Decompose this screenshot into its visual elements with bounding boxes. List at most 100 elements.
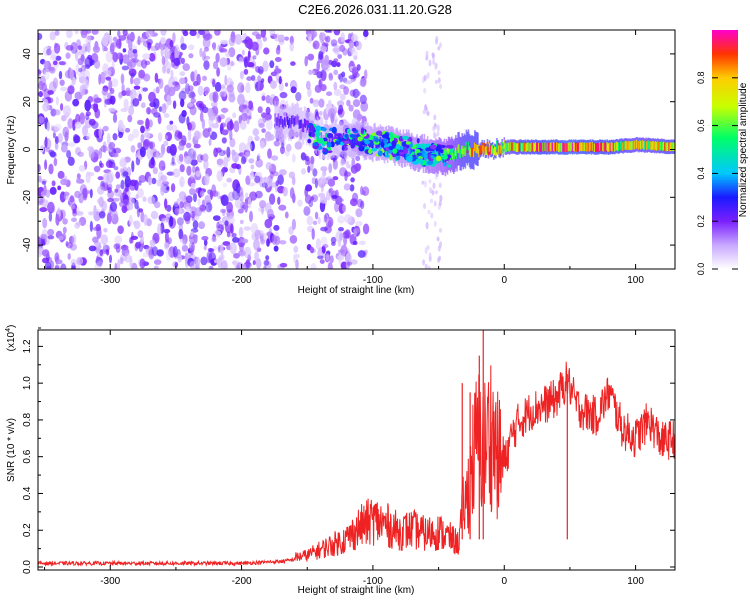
spectrogram-speckle [44, 261, 52, 269]
spectrogram-ridge [354, 137, 357, 147]
spectrogram-speckle [184, 252, 188, 264]
spectrogram-ridge [299, 119, 302, 129]
spectrogram-speckle [166, 68, 171, 74]
snr-plot-area [38, 330, 675, 568]
spectrogram-ridge [667, 142, 670, 151]
spectrogram-speckle [240, 84, 245, 93]
spectrogram-speckle [166, 94, 171, 103]
spectrogram-speckle [437, 46, 441, 51]
spectrogram-speckle [332, 158, 338, 170]
spectrogram-ridge-blob [344, 133, 349, 139]
spectrogram-speckle [120, 179, 125, 190]
spectrogram-speckle [330, 155, 338, 161]
spectrogram-speckle [138, 180, 142, 186]
spectrogram-ridge [603, 143, 606, 152]
spectrogram-speckle [54, 109, 61, 116]
spectrogram-ridge [340, 133, 343, 143]
spectrogram-speckle [219, 45, 224, 53]
x-tick-label: 0 [501, 576, 507, 587]
spectrogram-speckle [422, 109, 426, 115]
spectrogram-speckle [137, 142, 143, 149]
spectrogram-speckle [119, 168, 125, 174]
spectrogram-speckle [244, 201, 249, 213]
spectrogram-ridge [638, 141, 640, 150]
spectrogram-speckle [239, 219, 244, 225]
spectrogram-speckle [79, 112, 85, 125]
spectrogram-speckle [220, 253, 225, 261]
spectrogram-speckle [269, 60, 275, 69]
spectrogram-ridge-blob [401, 141, 406, 147]
spectrogram-speckle [226, 146, 231, 158]
spectrogram-speckle [312, 33, 316, 39]
spectrogram-ridge [346, 134, 349, 143]
spectrogram-ridge [474, 142, 476, 152]
spectrogram-ridge [563, 143, 566, 153]
spectrogram-speckle [202, 75, 207, 82]
spectrogram-speckle [182, 63, 190, 71]
spectrogram-ridge-blob [436, 155, 442, 162]
spectrogram-ridge [628, 141, 631, 150]
spectrogram-speckle [97, 176, 104, 181]
spectrogram-speckle [357, 250, 366, 258]
spectrogram-speckle [179, 181, 184, 186]
spectrogram-speckle [340, 93, 346, 101]
spectrogram-speckle [172, 81, 179, 86]
spectrogram-ridge [438, 149, 441, 159]
spectrogram-speckle [267, 148, 272, 159]
spectrogram-speckle [319, 45, 327, 53]
spectrogram-speckle [176, 217, 184, 226]
spectrogram-ridge [335, 132, 338, 141]
spectrogram-speckle [314, 178, 318, 189]
spectrogram-ridge [579, 142, 581, 152]
spectrogram-speckle [64, 131, 69, 142]
spectrogram-ridge [457, 144, 459, 154]
spectrogram-speckle [70, 42, 78, 54]
spectrogram-speckle [46, 121, 50, 132]
spectrogram-speckle [178, 228, 184, 240]
spectrogram-speckle [330, 39, 338, 47]
spectrogram-speckle [426, 245, 430, 250]
spectrogram-ridge [481, 142, 484, 152]
spectrogram-ridge [632, 141, 635, 150]
spectrogram-ridge [504, 143, 507, 152]
spectrogram-speckle [336, 62, 341, 68]
spectrogram-speckle [219, 195, 225, 200]
spectrogram-ridge [468, 146, 471, 155]
spectrogram-speckle [328, 188, 332, 193]
spectrogram-ridge [655, 142, 658, 151]
spectrogram-speckle [242, 238, 249, 244]
spectrogram-speckle [76, 177, 80, 184]
spectrogram-ridge [300, 119, 303, 129]
spectrogram-speckle [148, 158, 156, 169]
spectrogram-ridge [475, 144, 477, 153]
spectrogram-speckle [261, 95, 266, 101]
spectrogram-ridge [622, 142, 624, 151]
spectrogram-ridge [505, 143, 508, 153]
spectrogram-ridge [508, 143, 511, 153]
spectrogram-speckle [60, 86, 68, 92]
spectrogram-speckle [139, 146, 146, 158]
spectrogram-speckle [275, 180, 280, 187]
spectrogram-ridge-blob [405, 141, 411, 145]
spectrogram-speckle [216, 170, 223, 182]
spectrogram-ridge [469, 148, 472, 157]
spectrogram-ridge [588, 142, 591, 152]
spectrogram-speckle [211, 236, 217, 243]
spectrogram-speckle [208, 265, 214, 269]
spectrogram-speckle [278, 76, 282, 85]
spectrogram-speckle [38, 236, 42, 248]
spectrogram-speckle [359, 79, 363, 87]
spectrogram-speckle [220, 260, 228, 269]
spectrogram-speckle [304, 155, 310, 162]
spectrogram-speckle [356, 91, 361, 96]
spectrogram-ridge [463, 145, 466, 155]
spectrogram-speckle [229, 138, 236, 148]
spectrogram-speckle [49, 186, 57, 195]
spectrogram-ridge-blob [442, 154, 448, 160]
spectrogram-speckle [105, 76, 112, 81]
spectrogram-speckle [196, 32, 201, 39]
spectrogram-speckle [98, 73, 102, 85]
spectrogram-ridge [452, 151, 454, 160]
spectrogram-ridge [621, 141, 623, 150]
spectrogram-speckle [49, 66, 56, 74]
